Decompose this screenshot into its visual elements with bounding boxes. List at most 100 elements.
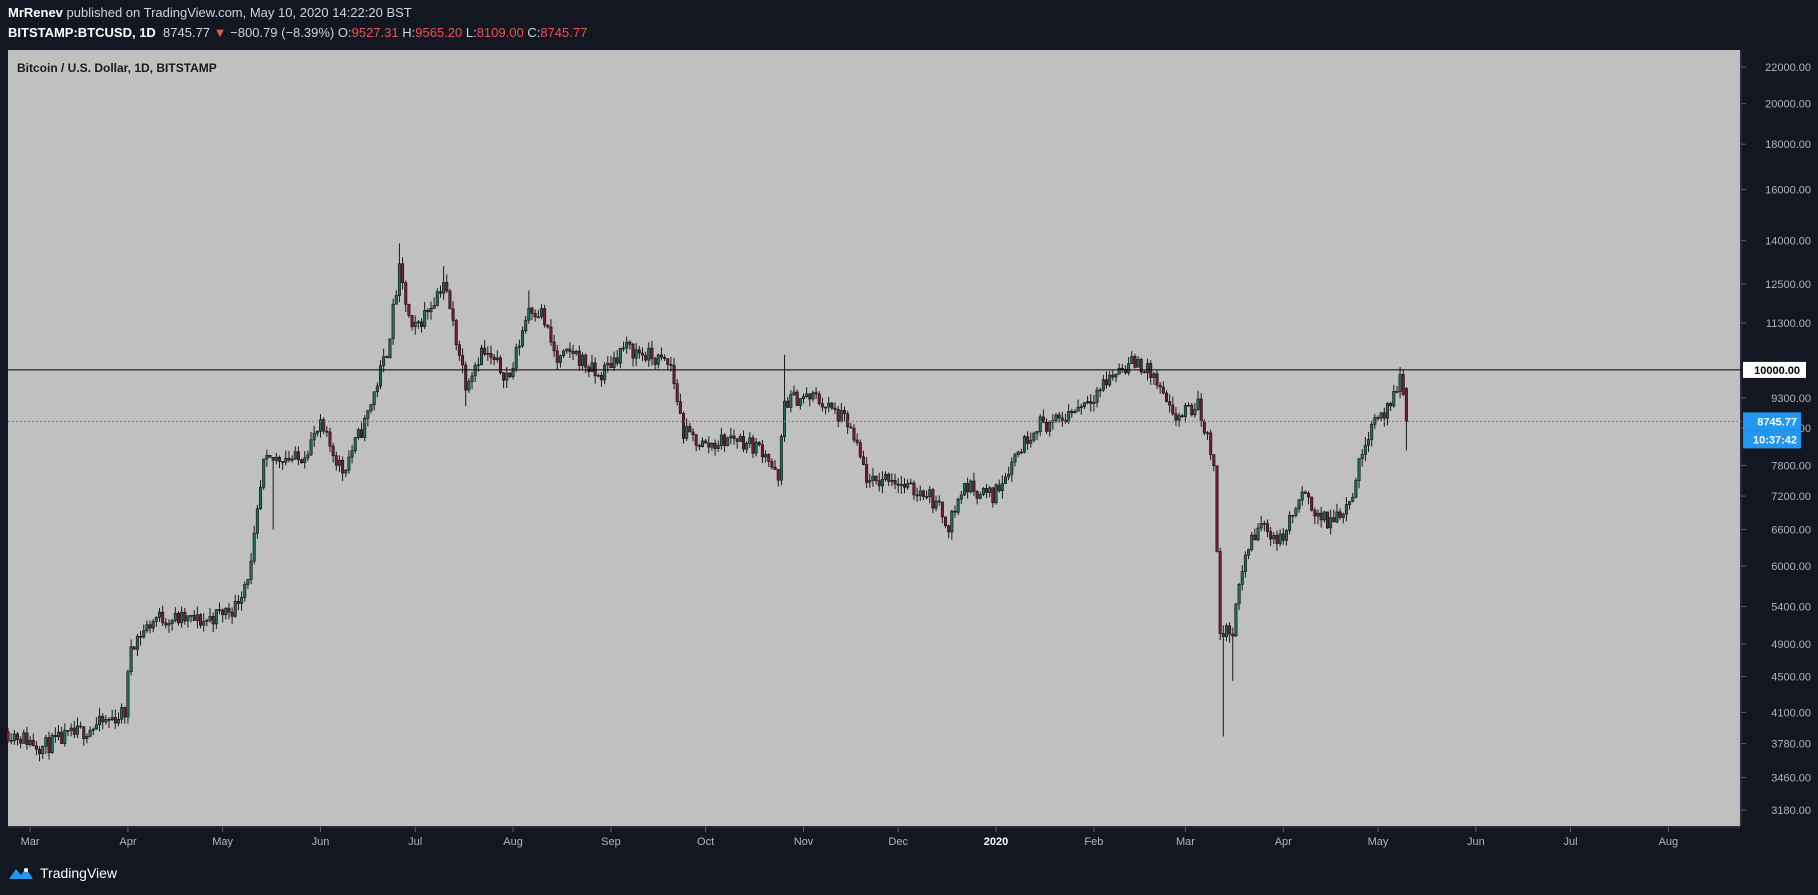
candle-body: [413, 321, 417, 328]
candle: [843, 406, 847, 422]
candle-body: [435, 291, 439, 306]
candle: [773, 459, 777, 470]
candle-body: [1367, 439, 1371, 446]
candle-body: [546, 324, 550, 328]
price-tick-label: 4100.00: [1771, 707, 1811, 719]
candle-series: [6, 243, 1408, 762]
candle-body: [921, 490, 925, 497]
candle: [808, 393, 812, 407]
candle-body: [1048, 421, 1052, 432]
candle-body: [1089, 401, 1093, 404]
candle: [104, 715, 108, 725]
candle: [653, 356, 657, 370]
time-tick-label: Nov: [794, 836, 814, 848]
candle-body: [887, 473, 891, 482]
down-arrow-icon: ▼: [213, 25, 227, 40]
candle: [1310, 496, 1314, 512]
candle-body: [1243, 554, 1247, 572]
candle-body: [694, 434, 698, 446]
candle-body: [1095, 389, 1099, 403]
candle-body: [956, 498, 960, 513]
candle-body: [1180, 415, 1184, 418]
candle-body: [1076, 406, 1080, 412]
candle-body: [473, 364, 477, 377]
candle-body: [1209, 432, 1213, 455]
candle: [337, 455, 341, 472]
candle: [259, 480, 263, 510]
candle-body: [625, 341, 629, 349]
price-tick-label: 3180.00: [1771, 805, 1811, 817]
price-chart[interactable]: Bitcoin / U.S. Dollar, 1D, BITSTAMP 2200…: [0, 48, 1818, 856]
candle-body: [798, 398, 802, 406]
candle: [767, 453, 771, 468]
candle: [1240, 565, 1244, 591]
candle-body: [126, 671, 130, 718]
candle: [1010, 457, 1014, 482]
candle: [423, 302, 427, 330]
candle-body: [975, 491, 979, 499]
candle: [75, 717, 79, 738]
plot-area[interactable]: [8, 50, 1740, 826]
author-name[interactable]: MrRenev: [8, 5, 63, 20]
candle-body: [375, 385, 379, 393]
candle: [1237, 582, 1241, 611]
candle: [944, 516, 948, 529]
candle-body: [865, 464, 869, 483]
candle: [277, 455, 281, 469]
candle: [969, 479, 973, 494]
candle-body: [423, 310, 427, 327]
candle: [44, 734, 48, 754]
candle-body: [495, 357, 499, 360]
candle-body: [378, 365, 382, 387]
candle-body: [1149, 363, 1153, 378]
candle: [401, 257, 405, 290]
candle-body: [795, 391, 799, 406]
candle-body: [779, 436, 783, 481]
candle-body: [940, 501, 944, 518]
time-axis[interactable]: [0, 828, 1743, 856]
candle: [1218, 547, 1222, 641]
chart-overlays: 10000.00 8745.77 10:37:42: [8, 361, 1806, 449]
candle-body: [1045, 422, 1049, 432]
candle-body: [994, 484, 998, 504]
candle: [60, 726, 64, 744]
candle: [871, 467, 875, 487]
candle: [909, 478, 913, 485]
brand-name: TradingView: [40, 865, 118, 881]
candle-body: [1127, 363, 1131, 374]
candle: [489, 345, 493, 365]
candle-body: [101, 715, 105, 723]
candle: [953, 505, 957, 518]
candle: [445, 274, 449, 294]
candle-body: [391, 303, 395, 340]
candle-body: [1240, 571, 1244, 585]
candle-body: [675, 383, 679, 403]
tradingview-brand[interactable]: TradingView: [8, 865, 117, 881]
candle-body: [1190, 404, 1194, 416]
candle-body: [217, 609, 221, 611]
candle-body: [1032, 432, 1036, 441]
candle: [429, 301, 433, 320]
candle-body: [195, 614, 199, 621]
candle-body: [129, 646, 133, 673]
chart-frame[interactable]: Bitcoin / U.S. Dollar, 1D, BITSTAMP 2200…: [0, 48, 1818, 856]
candle-body: [704, 440, 708, 444]
candle-body: [199, 614, 203, 626]
candle-body: [918, 490, 922, 497]
candle: [533, 309, 537, 322]
candle: [770, 458, 774, 470]
candle-body: [6, 731, 10, 741]
candle-body: [1177, 415, 1181, 421]
candle-body: [978, 494, 982, 499]
price-tick-label: 20000.00: [1765, 99, 1811, 111]
candle: [353, 436, 357, 454]
price-tick-label: 6000.00: [1771, 561, 1811, 573]
candle: [779, 434, 783, 486]
candle-body: [1215, 465, 1219, 552]
candle: [309, 431, 313, 456]
time-tick-label: Jun: [312, 836, 330, 848]
last-price: 8745.77: [163, 25, 211, 40]
candle: [1221, 625, 1225, 737]
candle: [764, 450, 768, 463]
candle-body: [319, 419, 323, 432]
